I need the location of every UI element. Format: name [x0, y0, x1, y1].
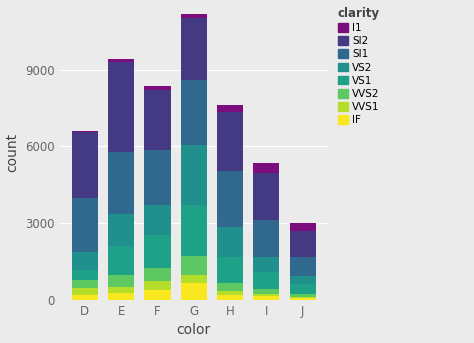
Bar — [217, 291, 243, 295]
Y-axis label: count: count — [6, 133, 19, 173]
Bar — [72, 199, 98, 252]
Bar — [253, 294, 280, 296]
Bar — [108, 152, 134, 214]
Bar — [253, 296, 280, 300]
Bar — [181, 81, 207, 145]
Bar — [217, 227, 243, 257]
Bar — [253, 272, 280, 289]
Bar — [290, 294, 316, 297]
Bar — [253, 164, 280, 173]
Bar — [145, 268, 171, 282]
Bar — [253, 220, 280, 257]
Bar — [108, 275, 134, 287]
Bar — [108, 59, 134, 62]
Bar — [253, 257, 280, 272]
Bar — [181, 18, 207, 81]
Bar — [108, 214, 134, 246]
Bar — [72, 280, 98, 288]
Bar — [253, 289, 280, 294]
Bar — [72, 295, 98, 300]
Bar — [253, 173, 280, 220]
Bar — [290, 257, 316, 276]
Bar — [72, 131, 98, 132]
Bar — [108, 246, 134, 275]
Legend: I1, SI2, SI1, VS2, VS1, VVS2, VVS1, IF: I1, SI2, SI1, VS2, VS1, VVS2, VVS1, IF — [336, 5, 382, 127]
Bar — [145, 290, 171, 300]
Bar — [145, 205, 171, 235]
Bar — [290, 284, 316, 294]
Bar — [72, 252, 98, 270]
Bar — [290, 223, 316, 231]
Bar — [217, 295, 243, 300]
Bar — [290, 298, 316, 300]
Bar — [217, 171, 243, 227]
Bar — [217, 105, 243, 113]
Bar — [108, 293, 134, 300]
Bar — [217, 283, 243, 291]
Bar — [181, 14, 207, 18]
Bar — [217, 257, 243, 283]
Bar — [181, 205, 207, 257]
Bar — [145, 235, 171, 268]
Bar — [72, 132, 98, 199]
X-axis label: color: color — [177, 323, 211, 338]
Bar — [145, 282, 171, 290]
Bar — [72, 270, 98, 280]
Bar — [290, 231, 316, 257]
Bar — [181, 257, 207, 275]
Bar — [181, 275, 207, 283]
Bar — [72, 288, 98, 295]
Bar — [108, 287, 134, 293]
Bar — [181, 283, 207, 300]
Bar — [217, 113, 243, 171]
Bar — [145, 90, 171, 150]
Bar — [145, 86, 171, 90]
Bar — [181, 145, 207, 205]
Bar — [290, 297, 316, 298]
Bar — [108, 62, 134, 152]
Bar — [290, 276, 316, 284]
Bar — [145, 150, 171, 205]
